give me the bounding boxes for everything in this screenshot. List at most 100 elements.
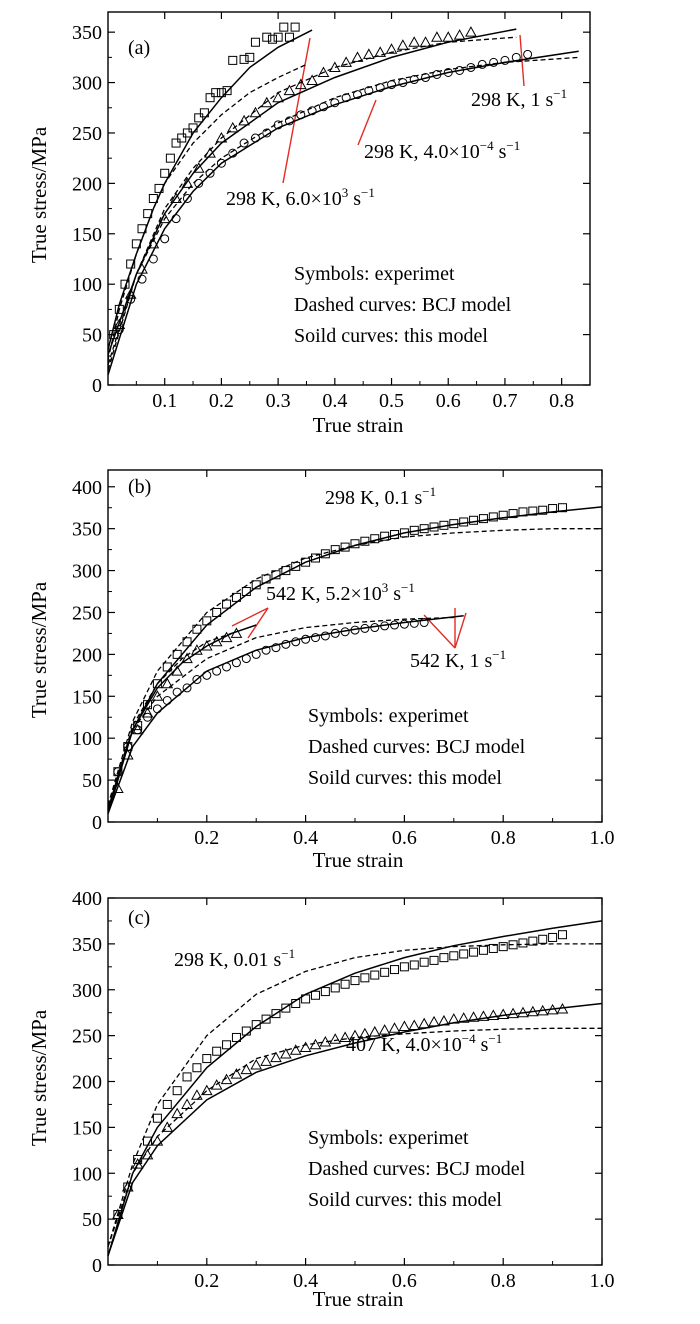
- panel-a-point-circle: [330, 98, 340, 108]
- panel-b-model-curve-1: [107, 624, 257, 810]
- panel-a-point-triangle: [249, 106, 262, 118]
- panel-c-point-square: [399, 962, 409, 972]
- panel-b-point-circle: [143, 712, 153, 722]
- panel-c-point-square: [439, 953, 449, 963]
- sup: −1: [506, 138, 520, 153]
- panel-b: True stress/MPa True strain (b) 298 K, 0…: [27, 469, 615, 872]
- panel-a-point-circle: [318, 102, 328, 112]
- panel-c-point-triangle: [240, 1063, 253, 1075]
- panel-c-point-square: [429, 955, 439, 965]
- panel-c-point-triangle: [329, 1033, 342, 1044]
- panel-a-point-circle: [171, 214, 181, 224]
- panel-b-point-square: [528, 506, 538, 516]
- panel-a-point-circle: [398, 78, 408, 88]
- panel-b-point-circle: [261, 645, 271, 655]
- panel-c-point-square: [360, 973, 370, 983]
- panel-b-point-square: [439, 520, 449, 530]
- panel-c-point-square: [202, 1054, 212, 1064]
- panel-a-point-circle: [284, 116, 294, 126]
- panel-a-ytick-label: 150: [72, 224, 102, 246]
- panel-c-point-triangle: [438, 1014, 450, 1026]
- panel-a-annot-1: 298 K, 1 s−1: [471, 86, 567, 111]
- panel-b-point-square: [162, 662, 172, 672]
- panel-c-point-triangle: [546, 1003, 559, 1015]
- panel-b-point-square: [172, 649, 182, 659]
- panel-b-point-circle: [380, 621, 390, 631]
- panel-a-point-square: [182, 128, 192, 138]
- panel-b-leader-2: [247, 607, 269, 639]
- panel-c-xtick-label: 0.2: [194, 1270, 219, 1292]
- panel-a-point-circle: [307, 106, 317, 116]
- panel-b-point-square: [390, 530, 400, 540]
- panel-b-point-square: [449, 519, 459, 529]
- panel-c-point-triangle: [181, 1098, 193, 1109]
- panel-b-point-square: [380, 531, 390, 541]
- panel-a-point-square: [228, 55, 238, 65]
- panel-c-point-square: [261, 1014, 271, 1024]
- panel-b-annot-3: 542 K, 1 s−1: [410, 647, 506, 672]
- panel-a-point-square: [290, 22, 300, 32]
- panel-c-point-triangle: [121, 1180, 134, 1192]
- panel-b-leader-3: [423, 614, 456, 649]
- panel-a-point-circle: [466, 62, 476, 72]
- panel-c-point-square: [133, 1154, 143, 1164]
- panel-b-point-circle: [192, 675, 202, 685]
- panel-b-point-square: [231, 592, 241, 602]
- panel-c-point-square: [478, 945, 488, 955]
- panel-a-point-circle: [250, 133, 260, 143]
- panel-c-point-square: [222, 1040, 232, 1050]
- panel-a-point-square: [137, 224, 147, 234]
- panel-c-point-triangle: [359, 1027, 371, 1039]
- panel-b-point-circle: [291, 637, 301, 647]
- panel-b-point-square: [340, 542, 350, 552]
- panel-c-point-triangle: [210, 1079, 223, 1090]
- panel-a-xtick-label: 0.1: [152, 390, 177, 412]
- panel-c-point-square: [330, 983, 340, 993]
- panel-b-point-circle: [360, 623, 370, 633]
- panel-a-point-circle: [114, 325, 124, 335]
- panel-b-point-square: [478, 514, 488, 524]
- panel-c-point-triangle: [319, 1036, 332, 1047]
- sup: −1: [492, 647, 506, 662]
- panel-b-ytick-label: 250: [72, 602, 102, 624]
- panel-b-point-circle: [301, 634, 311, 644]
- panel-c-point-triangle: [131, 1158, 144, 1169]
- panel-c-point-square: [518, 938, 528, 948]
- panel-c-point-triangle: [507, 1007, 519, 1019]
- panel-c-point-square: [548, 932, 558, 942]
- panel-b-ytick-label: 200: [72, 644, 102, 666]
- panel-c-point-square: [271, 1009, 281, 1019]
- panel-c-point-square: [419, 957, 429, 967]
- panel-c-point-triangle: [250, 1058, 263, 1070]
- panel-a-point-square: [131, 239, 141, 249]
- panel-a-ytick-label: 0: [92, 375, 102, 397]
- panel-b-note-solid: Soild curves: this model: [308, 767, 502, 789]
- panel-a-point-triangle: [351, 51, 364, 62]
- panel-c-label: (c): [128, 907, 150, 929]
- panel-a-point-triangle: [374, 46, 387, 57]
- panel-a-point-circle: [341, 93, 351, 103]
- sup: −4: [462, 1031, 476, 1046]
- sup: −1: [281, 946, 295, 961]
- panel-a-point-square: [165, 153, 175, 163]
- panel-b-point-circle: [241, 654, 251, 664]
- panel-c-point-triangle: [477, 1010, 490, 1021]
- panel-b-xtick-label: 0.2: [194, 827, 219, 849]
- panel-c-ytick-label: 100: [72, 1163, 102, 1185]
- panel-c-point-square: [291, 999, 301, 1009]
- sup: −1: [553, 86, 567, 101]
- panel-b-point-square: [469, 515, 479, 525]
- panel-a-point-square: [205, 93, 215, 103]
- panel-b-point-square: [360, 536, 370, 546]
- panel-a-point-square: [148, 194, 158, 203]
- panel-c-point-square: [380, 967, 390, 977]
- panel-c-ytick-label: 50: [82, 1209, 102, 1231]
- panel-b-point-circle: [350, 625, 360, 635]
- panel-a-point-triangle: [113, 318, 126, 330]
- panel-b-point-square: [429, 522, 439, 532]
- panel-b-xlabel: True strain: [313, 848, 404, 872]
- panel-c-point-triangle: [141, 1148, 154, 1160]
- sup: −1: [422, 484, 436, 499]
- panel-a-point-triangle: [306, 74, 318, 86]
- panel-c-point-triangle: [289, 1044, 302, 1055]
